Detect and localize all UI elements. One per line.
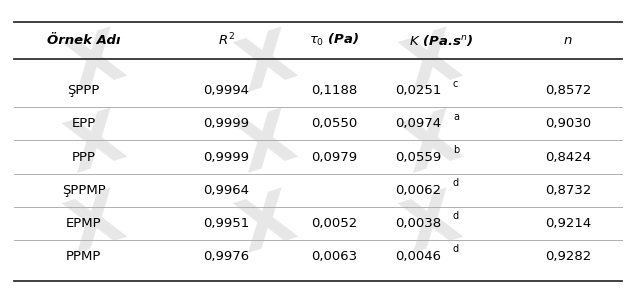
Text: X: X [230, 23, 305, 106]
Text: X: X [395, 23, 469, 106]
Text: 0,9964: 0,9964 [203, 184, 249, 197]
Text: X: X [230, 185, 305, 268]
Text: 0,0062: 0,0062 [396, 184, 441, 197]
Text: X: X [59, 104, 134, 187]
Text: 0,0979: 0,0979 [311, 150, 357, 164]
Text: $\mathit{R}^\mathit{2}$: $\mathit{R}^\mathit{2}$ [218, 32, 235, 49]
Text: 0,8572: 0,8572 [545, 84, 591, 97]
Text: $\mathit{K}$ (Pa.s$^\mathit{n}$): $\mathit{K}$ (Pa.s$^\mathit{n}$) [410, 33, 474, 48]
Text: 0,9282: 0,9282 [545, 250, 591, 263]
Text: EPMP: EPMP [66, 217, 102, 230]
Text: 0,9994: 0,9994 [203, 84, 249, 97]
Text: 0,9030: 0,9030 [545, 117, 591, 130]
Text: 0,8732: 0,8732 [545, 184, 591, 197]
Text: X: X [395, 185, 469, 268]
Text: 0,8424: 0,8424 [545, 150, 591, 164]
Text: ŞPPMP: ŞPPMP [62, 184, 106, 197]
Text: EPP: EPP [72, 117, 96, 130]
Text: 0,1188: 0,1188 [311, 84, 357, 97]
Text: a: a [453, 112, 459, 122]
Text: d: d [453, 211, 459, 221]
Text: 0,9976: 0,9976 [203, 250, 249, 263]
Text: d: d [453, 244, 459, 254]
Text: 0,9214: 0,9214 [545, 217, 591, 230]
Text: Örnek Adı: Örnek Adı [47, 34, 120, 47]
Text: 0,0063: 0,0063 [311, 250, 357, 263]
Text: 0,9999: 0,9999 [203, 117, 249, 130]
Text: PPMP: PPMP [66, 250, 101, 263]
Text: $\tau_\mathit{0}$ (Pa): $\tau_\mathit{0}$ (Pa) [308, 32, 359, 48]
Text: 0,0046: 0,0046 [396, 250, 441, 263]
Text: 0,0251: 0,0251 [395, 84, 441, 97]
Text: 0,0559: 0,0559 [395, 150, 441, 164]
Text: 0,0550: 0,0550 [311, 117, 357, 130]
Text: X: X [230, 104, 305, 187]
Text: X: X [59, 185, 134, 268]
Text: 0,9999: 0,9999 [203, 150, 249, 164]
Text: 0,0052: 0,0052 [311, 217, 357, 230]
Text: b: b [453, 145, 459, 155]
Text: X: X [395, 104, 469, 187]
Text: 0,9951: 0,9951 [203, 217, 249, 230]
Text: $\mathit{n}$: $\mathit{n}$ [563, 34, 573, 47]
Text: d: d [453, 178, 459, 188]
Text: 0,0038: 0,0038 [396, 217, 441, 230]
Text: c: c [453, 79, 459, 88]
Text: X: X [59, 23, 134, 106]
Text: PPP: PPP [72, 150, 95, 164]
Text: 0,0974: 0,0974 [396, 117, 441, 130]
Text: ŞPPP: ŞPPP [67, 84, 100, 97]
